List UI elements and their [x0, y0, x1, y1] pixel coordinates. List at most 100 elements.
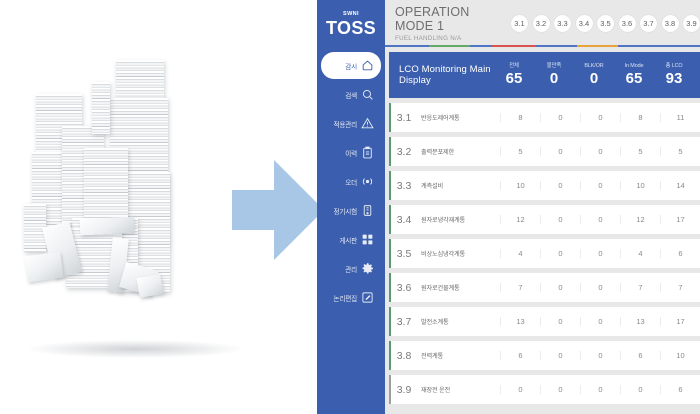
row-cell: 6 — [620, 351, 660, 360]
summary-stat-value: 65 — [625, 70, 643, 88]
mode-badge-3-8[interactable]: 3.8 — [661, 15, 679, 32]
row-cell: 0 — [580, 147, 620, 156]
summary-stat-label: 불만족 — [546, 62, 562, 69]
row-cell: 17 — [660, 215, 700, 224]
table-row[interactable]: 3.2 출력분포제한 5 0 0 5 5 — [389, 137, 700, 166]
toss-application: SWNI TOSS OPERATION MODE 1 FUEL HANDLING… — [317, 0, 700, 414]
strip-segment-5 — [577, 44, 619, 47]
row-cell: 0 — [540, 385, 580, 394]
table-row[interactable]: 3.6 원자로건물계통 7 0 0 7 7 — [389, 273, 700, 302]
row-cell: 5 — [500, 147, 540, 156]
summary-stat: 전체 65 — [494, 62, 534, 88]
sidebar-item-1[interactable]: 검색 — [321, 81, 381, 108]
app-logo[interactable]: SWNI TOSS — [317, 0, 385, 47]
summary-stat-label: In Mode — [624, 62, 644, 69]
page-subtitle: FUEL HANDLING N/A — [395, 35, 462, 43]
row-cell: 5 — [660, 147, 700, 156]
row-code: 3.5 — [396, 247, 412, 260]
row-code: 3.1 — [396, 111, 412, 124]
row-code: 3.2 — [396, 145, 412, 158]
row-name: 원자로건물계통 — [421, 285, 460, 292]
sidebar-item-label: 오더 — [345, 179, 357, 187]
strip-segment-6 — [618, 44, 700, 47]
row-code: 3.9 — [396, 383, 412, 396]
edit-icon — [361, 291, 374, 304]
logo-text: TOSS — [326, 17, 376, 38]
mode-badge-3-9[interactable]: 3.9 — [683, 15, 700, 32]
row-cell: 7 — [620, 283, 660, 292]
row-cell: 17 — [660, 317, 700, 326]
table-row[interactable]: 3.4 원자로냉각재계통 12 0 0 12 17 — [389, 205, 700, 234]
sidebar-item-4[interactable]: 오더 — [321, 168, 381, 195]
sidebar-item-3[interactable]: 이력 — [321, 139, 381, 166]
summary-stat-value: 0 — [549, 70, 559, 88]
search-icon — [361, 88, 374, 101]
row-cell: 12 — [620, 215, 660, 224]
gear-icon — [361, 262, 374, 275]
table-row[interactable]: 3.9 재장전 운전 0 0 0 0 6 — [389, 375, 700, 404]
row-cell: 0 — [540, 181, 580, 190]
row-cell: 0 — [580, 351, 620, 360]
process-arrow-icon — [232, 158, 317, 262]
table-row[interactable]: 3.7 발전소계통 13 0 0 13 17 — [389, 307, 700, 336]
sidebar-item-7[interactable]: 관리 — [321, 255, 381, 282]
sidebar-item-8[interactable]: 논리편집 — [321, 284, 381, 311]
row-name: 출력분포제한 — [421, 149, 454, 156]
row-cell: 10 — [500, 181, 540, 190]
row-cell: 0 — [580, 181, 620, 190]
sidebar-item-label: 적용관리 — [333, 121, 358, 129]
row-cell: 0 — [540, 351, 580, 360]
row-cell: 0 — [580, 113, 620, 122]
mode-badge-3-3[interactable]: 3.3 — [554, 15, 571, 32]
sidebar-item-2[interactable]: 적용관리 — [321, 110, 381, 137]
summary-stat-value: 93 — [665, 70, 683, 88]
sidebar-item-6[interactable]: 게시판 — [321, 226, 381, 253]
row-cell: 10 — [660, 351, 700, 360]
sidebar-item-label: 관리 — [345, 266, 357, 274]
mode-badge-3-2[interactable]: 3.2 — [532, 15, 550, 32]
summary-stat: 총 LCO 93 — [654, 63, 694, 88]
summary-stat-value: 65 — [505, 70, 523, 88]
row-cell: 0 — [580, 215, 620, 224]
status-color-strip — [385, 44, 700, 47]
row-cell: 7 — [660, 283, 700, 292]
summary-stat-value: 0 — [589, 70, 599, 88]
summary-stat: BLK/OR 0 — [574, 62, 614, 88]
sidebar-item-5[interactable]: 정기시험 — [321, 197, 381, 224]
row-cell: 14 — [660, 181, 700, 190]
sidebar-item-0[interactable]: 감시 — [321, 52, 381, 79]
row-name: 발전소계통 — [421, 319, 449, 326]
summary-stat-label: BLK/OR — [584, 62, 604, 69]
row-cell: 13 — [620, 317, 660, 326]
row-cell: 6 — [660, 385, 700, 394]
mode-badge-3-1[interactable]: 3.1 — [511, 15, 528, 32]
table-row[interactable]: 3.1 반응도제어계통 8 0 0 8 11 — [389, 103, 700, 132]
table-row[interactable]: 3.3 계측설비 10 0 0 10 14 — [389, 171, 700, 200]
row-cell: 0 — [540, 215, 580, 224]
row-cell: 4 — [620, 249, 660, 258]
row-code: 3.3 — [396, 179, 412, 192]
table-row[interactable]: 3.8 전력계통 6 0 0 6 10 — [389, 341, 700, 370]
mode-badge-3-6[interactable]: 3.6 — [618, 15, 636, 32]
row-name: 계측설비 — [421, 183, 443, 190]
app-header: SWNI TOSS OPERATION MODE 1 FUEL HANDLING… — [317, 0, 700, 47]
mode-badge-3-7[interactable]: 3.7 — [640, 15, 657, 32]
summary-stat: 불만족 0 — [534, 62, 574, 88]
table-row[interactable]: 3.5 비상노심냉각계통 4 0 0 4 6 — [389, 239, 700, 268]
mode-badge-list: 3.1 3.2 3.3 3.4 3.5 3.6 3.7 3.8 3.9 — [511, 15, 700, 32]
summary-stat: In Mode 65 — [614, 62, 654, 88]
summary-stat-label: 전체 — [509, 62, 519, 69]
mode-badge-3-5[interactable]: 3.5 — [597, 15, 614, 32]
row-name: 비상노심냉각계통 — [421, 251, 465, 258]
sidebar-item-label: 이력 — [345, 150, 357, 158]
row-cell: 0 — [540, 147, 580, 156]
strip-segment-4 — [536, 44, 578, 47]
mode-badge-3-4[interactable]: 3.4 — [575, 15, 593, 32]
sidebar-item-label: 정기시험 — [333, 208, 358, 216]
lco-summary-bar: LCO Monitoring Main Display 전체 65 불만족 0 BLK/… — [389, 52, 700, 98]
summary-title: LCO Monitoring Main Display — [399, 64, 491, 86]
paper-documents-panel — [0, 0, 317, 414]
sidebar-item-label: 검색 — [345, 92, 357, 100]
